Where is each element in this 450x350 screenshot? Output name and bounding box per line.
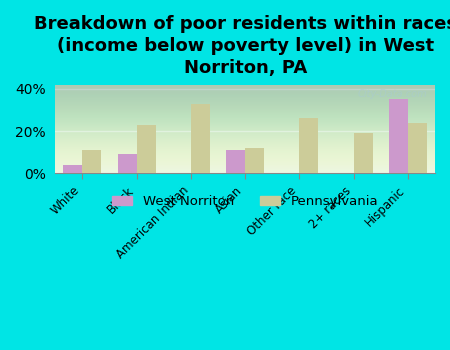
Bar — [191, 104, 210, 174]
Bar — [354, 133, 373, 174]
Bar — [82, 150, 101, 174]
Title: Breakdown of poor residents within races
(income below poverty level) in West
No: Breakdown of poor residents within races… — [34, 15, 450, 77]
Bar — [299, 118, 319, 174]
Text: City-Data.com: City-Data.com — [358, 89, 427, 99]
Bar — [137, 125, 156, 174]
Bar — [63, 165, 82, 174]
Bar — [408, 122, 427, 174]
Bar — [118, 154, 137, 174]
Bar — [389, 99, 408, 174]
Bar — [226, 150, 245, 174]
Legend: West Norriton, Pennsylvania: West Norriton, Pennsylvania — [107, 190, 383, 213]
Bar — [245, 148, 264, 174]
